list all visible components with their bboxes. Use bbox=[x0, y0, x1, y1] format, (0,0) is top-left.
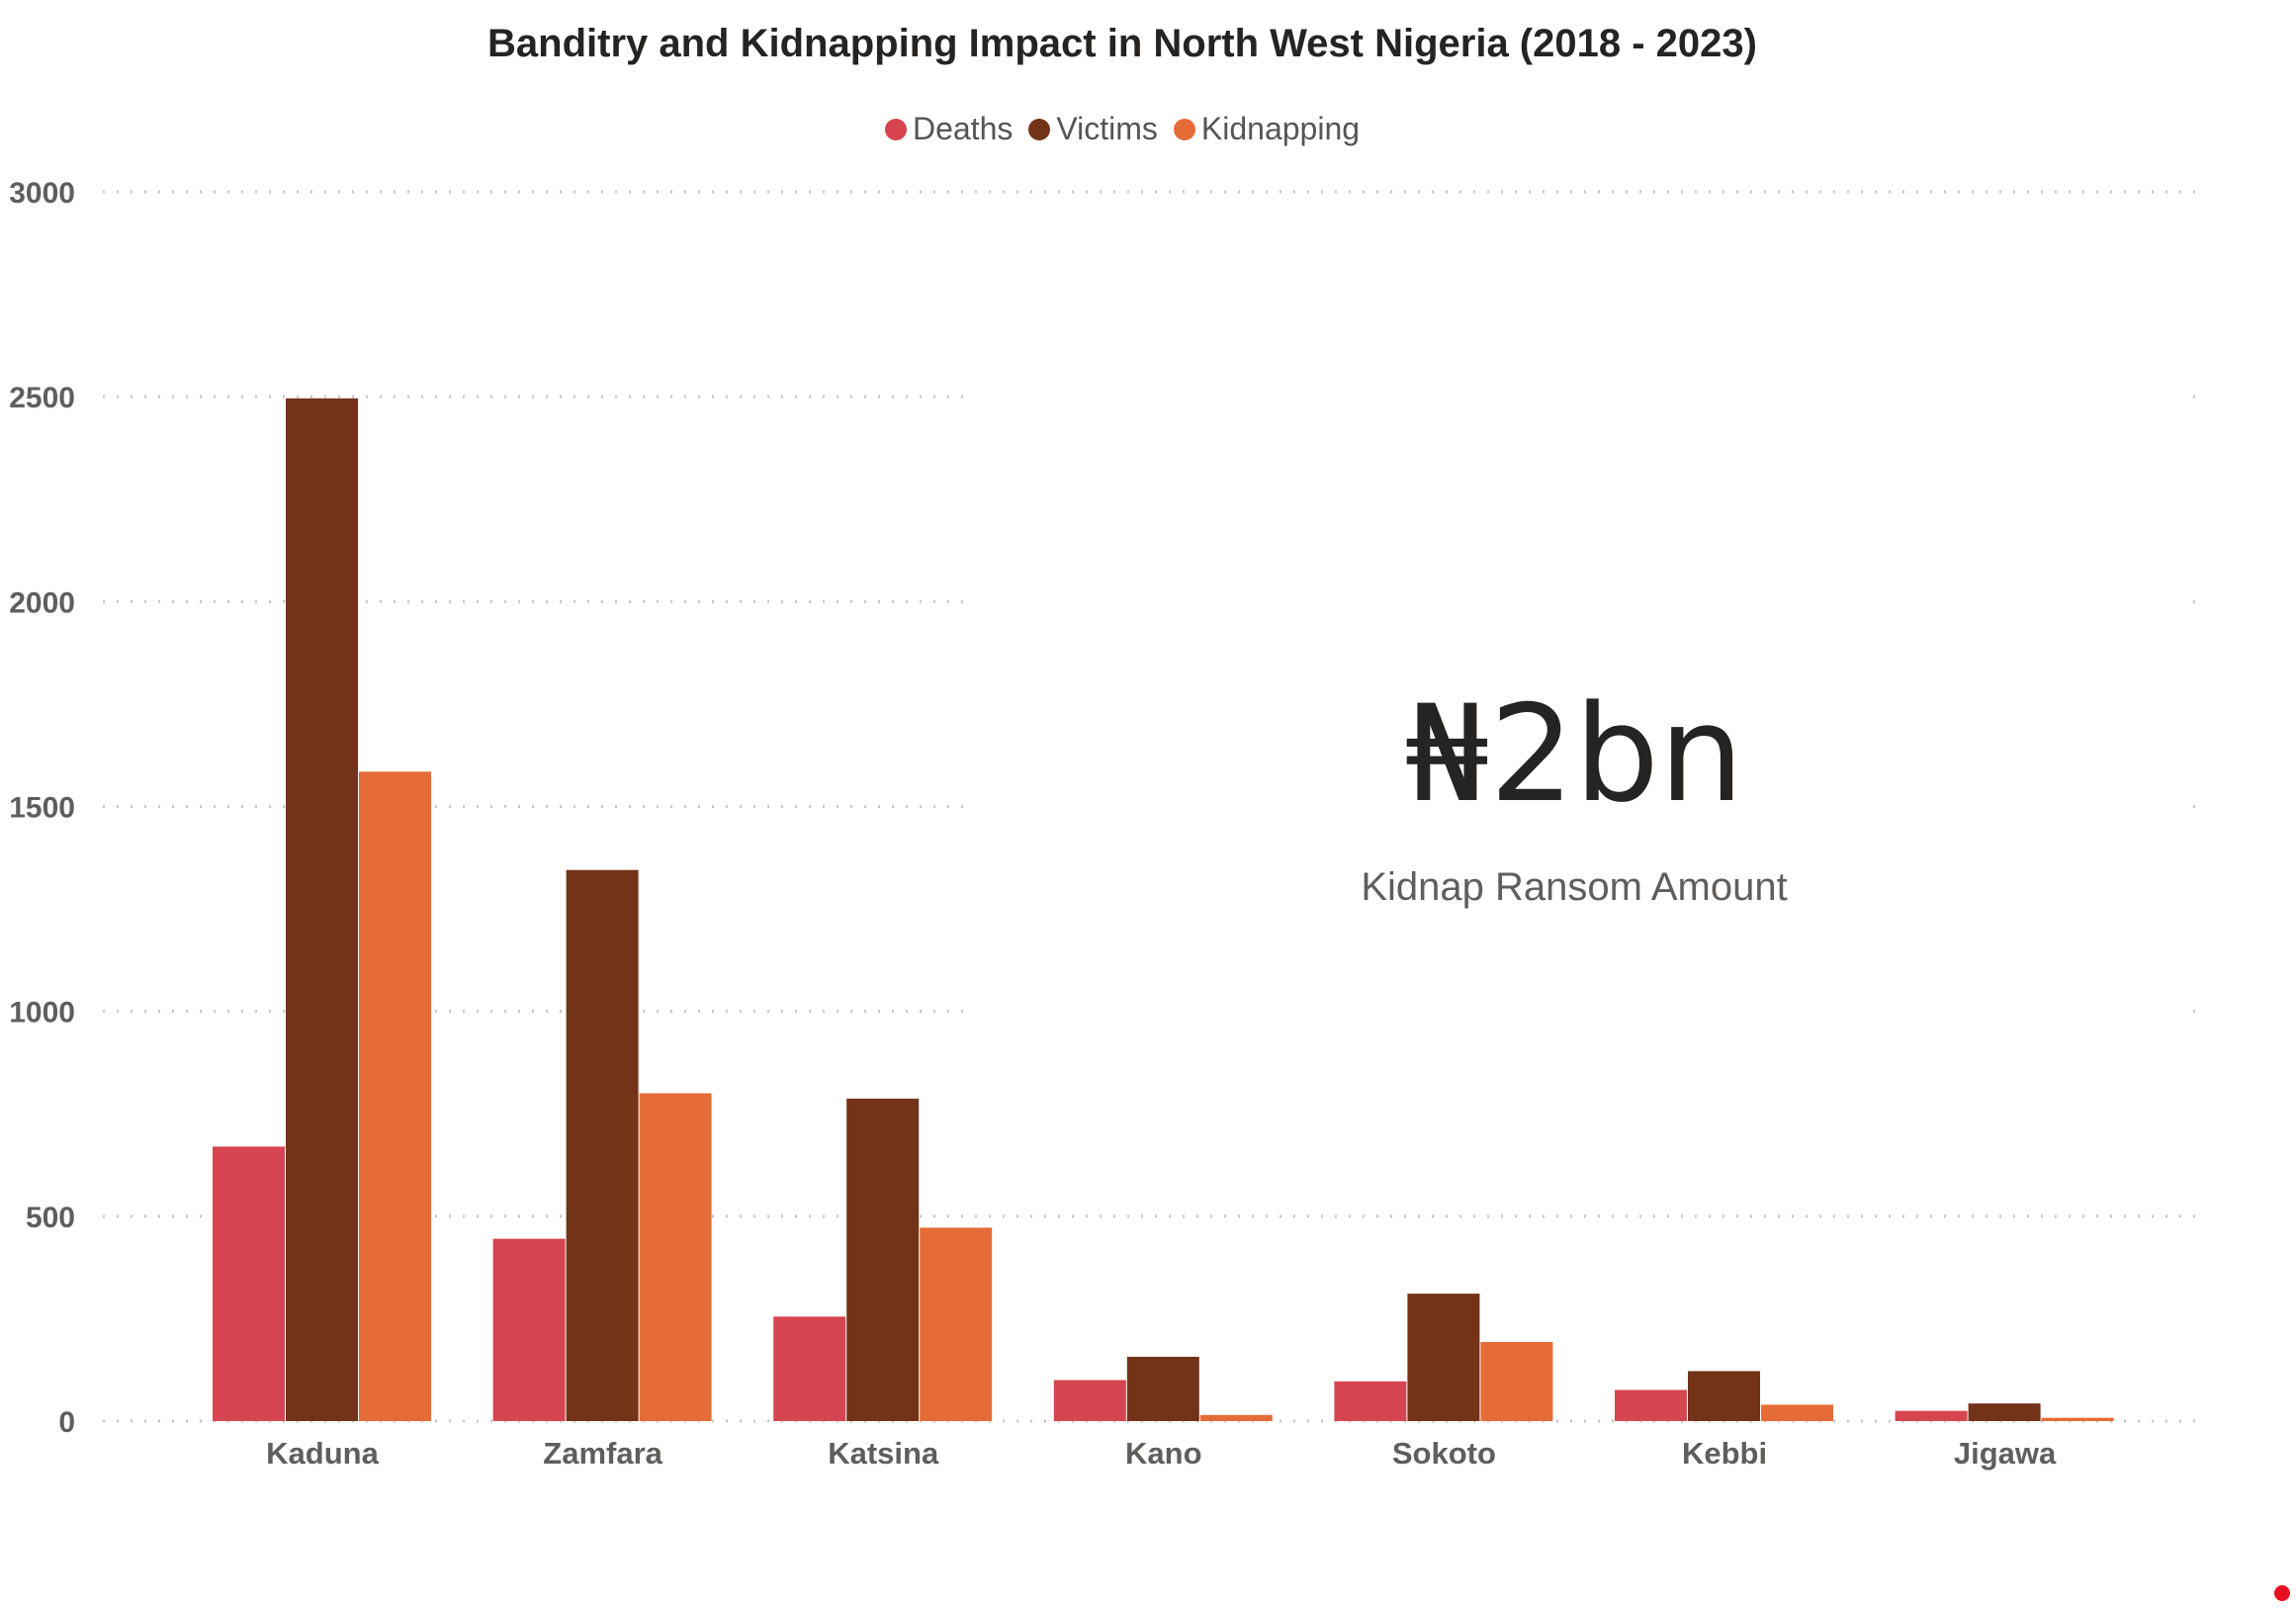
bar-deaths bbox=[1615, 1389, 1687, 1421]
bar-victims bbox=[1126, 1356, 1199, 1421]
status-dot bbox=[2274, 1585, 2290, 1601]
bar-kidnapping bbox=[1480, 1342, 1553, 1421]
bar-deaths bbox=[1334, 1381, 1407, 1421]
legend-dot bbox=[884, 118, 907, 140]
x-tick-label: Kebbi bbox=[1682, 1436, 1767, 1471]
bar-deaths bbox=[1053, 1380, 1126, 1421]
y-tick-label: 1000 bbox=[9, 997, 75, 1029]
y-tick-label: 2500 bbox=[9, 382, 75, 414]
kpi-value: ₦2bn bbox=[1404, 676, 1744, 832]
bar-victims bbox=[1968, 1403, 2041, 1421]
legend-item-deaths[interactable]: Deaths bbox=[884, 111, 1014, 147]
bar-kidnapping bbox=[920, 1227, 993, 1421]
bar-kidnapping bbox=[1199, 1414, 1273, 1421]
bar-kidnapping bbox=[1761, 1404, 1833, 1421]
bar-deaths bbox=[492, 1238, 566, 1421]
bar-victims bbox=[1407, 1294, 1480, 1421]
y-tick-label: 0 bbox=[58, 1406, 75, 1439]
legend-label: Deaths bbox=[912, 111, 1014, 146]
y-tick-label: 1500 bbox=[9, 792, 75, 825]
bar-kidnapping bbox=[2041, 1417, 2114, 1421]
bar-kidnapping bbox=[639, 1093, 712, 1421]
bar-kidnapping bbox=[359, 771, 431, 1421]
y-tick-label: 500 bbox=[26, 1202, 75, 1234]
legend-label: Victims bbox=[1056, 111, 1158, 146]
x-tick-label: Sokoto bbox=[1392, 1436, 1496, 1471]
x-tick-label: Kano bbox=[1125, 1436, 1202, 1471]
legend-item-kidnapping[interactable]: Kidnapping bbox=[1173, 111, 1361, 147]
x-tick-label: Zamfara bbox=[543, 1436, 662, 1471]
legend-item-victims[interactable]: Victims bbox=[1028, 111, 1158, 147]
legend: Deaths Victims Kidnapping bbox=[0, 111, 2245, 147]
bar-victims bbox=[1688, 1371, 1760, 1421]
legend-dot bbox=[1173, 118, 1195, 140]
chart-title: Banditry and Kidnapping Impact in North … bbox=[487, 22, 1757, 65]
x-tick-label: Kaduna bbox=[266, 1436, 379, 1471]
y-tick-label: 3000 bbox=[9, 177, 75, 210]
bar-deaths bbox=[773, 1316, 846, 1421]
legend-label: Kidnapping bbox=[1200, 111, 1361, 146]
bar-victims bbox=[846, 1098, 920, 1421]
bar-deaths bbox=[1895, 1410, 1968, 1421]
bar-victims bbox=[566, 869, 639, 1421]
y-tick-label: 2000 bbox=[9, 586, 75, 619]
x-tick-label: Jigawa bbox=[1954, 1436, 2057, 1471]
bar-deaths bbox=[213, 1146, 285, 1421]
legend-dot bbox=[1028, 118, 1051, 140]
kpi-card[interactable]: ₦2bn Kidnap Ransom Amount bbox=[966, 351, 2182, 1033]
kpi-label: Kidnap Ransom Amount bbox=[1361, 865, 1788, 909]
bar-victims bbox=[286, 398, 358, 1422]
x-tick-label: Katsina bbox=[828, 1436, 939, 1471]
